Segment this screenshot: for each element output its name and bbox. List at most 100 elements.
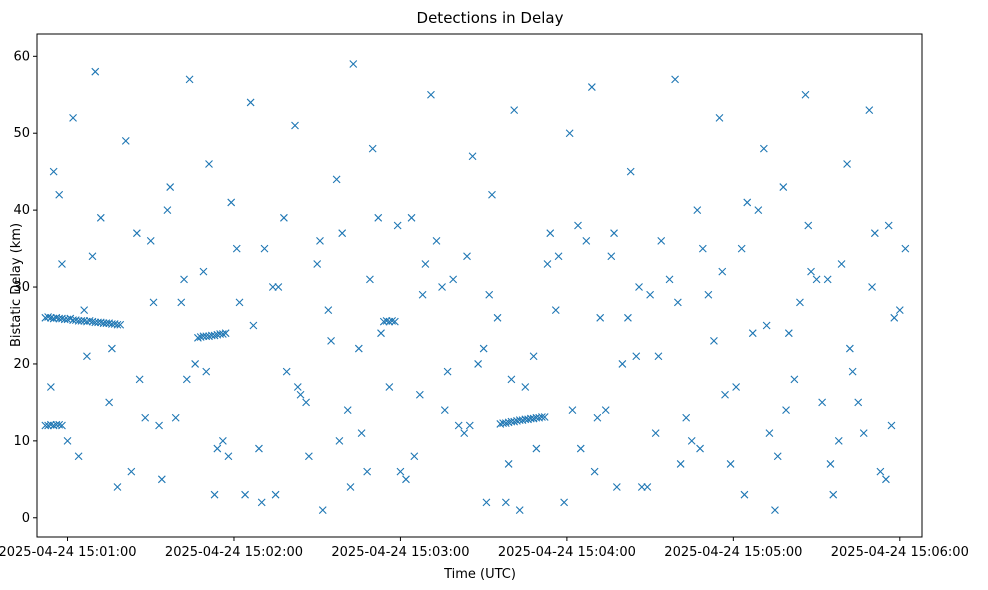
data-point — [210, 490, 219, 499]
data-point — [538, 413, 546, 421]
x-tick-label-4: 2025-04-24 15:05:00 — [664, 545, 802, 560]
data-point — [363, 467, 372, 476]
data-point — [335, 436, 344, 445]
series-5 — [46, 60, 910, 514]
data-point — [882, 475, 890, 484]
data-point — [135, 375, 144, 384]
data-point — [696, 444, 704, 453]
data-point — [210, 331, 219, 340]
data-point — [83, 352, 91, 361]
data-point — [374, 213, 383, 222]
data-point — [80, 306, 89, 315]
data-point — [180, 275, 188, 284]
data-point — [529, 352, 538, 361]
data-point — [58, 260, 66, 268]
data-point — [382, 316, 391, 325]
data-point — [338, 229, 347, 238]
x-tick-label-1: 2025-04-24 15:02:00 — [165, 545, 303, 560]
data-point — [443, 367, 452, 376]
data-point — [74, 316, 83, 325]
data-point — [332, 175, 341, 184]
data-point — [232, 244, 241, 253]
data-point — [843, 160, 851, 168]
data-point — [574, 221, 582, 230]
data-point — [646, 290, 655, 299]
data-point — [887, 421, 896, 430]
data-point — [890, 313, 899, 322]
data-point — [643, 483, 652, 491]
data-point — [485, 290, 494, 299]
data-point — [665, 275, 674, 284]
data-point — [296, 390, 305, 399]
data-point — [80, 316, 89, 325]
data-point — [726, 460, 735, 468]
data-point — [146, 237, 155, 245]
data-point — [249, 321, 258, 330]
data-point — [316, 237, 324, 245]
data-point — [901, 244, 910, 253]
data-point — [543, 260, 552, 268]
data-point — [69, 113, 77, 122]
data-point — [454, 421, 463, 430]
data-point — [493, 313, 502, 322]
data-point — [91, 318, 100, 327]
data-point — [46, 313, 55, 322]
data-point — [501, 419, 510, 428]
data-point — [385, 317, 394, 326]
data-point — [199, 267, 208, 276]
data-point — [698, 244, 707, 253]
data-point — [304, 452, 313, 461]
data-point — [465, 421, 474, 430]
data-point — [801, 90, 810, 99]
data-point — [673, 298, 682, 307]
data-point — [626, 167, 635, 176]
data-point — [693, 206, 702, 215]
y-tick-label-1: 10 — [13, 434, 30, 449]
data-point — [601, 406, 610, 414]
data-point — [63, 436, 72, 445]
plot-area-frame — [36, 33, 923, 538]
data-point — [515, 506, 524, 514]
data-point — [55, 420, 64, 429]
data-point — [765, 429, 774, 438]
data-point — [657, 237, 666, 245]
y-tick-label-5: 50 — [13, 126, 30, 141]
data-point — [482, 498, 491, 507]
tick-marks — [33, 55, 901, 541]
data-point — [127, 467, 136, 476]
data-point — [837, 260, 846, 268]
data-point — [349, 60, 358, 68]
data-point — [501, 498, 510, 507]
data-point — [113, 483, 122, 491]
data-point — [177, 298, 186, 307]
data-point — [771, 506, 779, 514]
data-point — [510, 106, 519, 115]
data-point — [870, 229, 879, 238]
chart-title: Detections in Delay — [417, 9, 564, 27]
data-point — [624, 313, 632, 322]
data-point — [402, 475, 410, 484]
data-point — [618, 360, 627, 368]
data-point — [166, 183, 175, 191]
data-point — [388, 316, 396, 325]
data-point — [779, 183, 788, 191]
data-point — [121, 137, 130, 145]
data-point — [582, 237, 591, 245]
data-point — [368, 144, 377, 153]
data-point — [113, 320, 122, 329]
data-point — [823, 275, 832, 284]
y-tick-label-3: 30 — [13, 280, 30, 295]
data-point — [46, 420, 55, 429]
data-point — [357, 429, 366, 438]
x-tick-label-0: 2025-04-24 15:01:00 — [0, 545, 137, 560]
data-point — [565, 129, 574, 138]
data-point — [576, 444, 585, 453]
data-point — [280, 213, 288, 222]
x-tick-label-2: 2025-04-24 15:03:00 — [331, 545, 469, 560]
data-point — [829, 490, 838, 499]
data-point — [671, 75, 679, 84]
data-point — [182, 375, 191, 384]
data-point — [421, 260, 430, 268]
data-point — [313, 260, 322, 268]
